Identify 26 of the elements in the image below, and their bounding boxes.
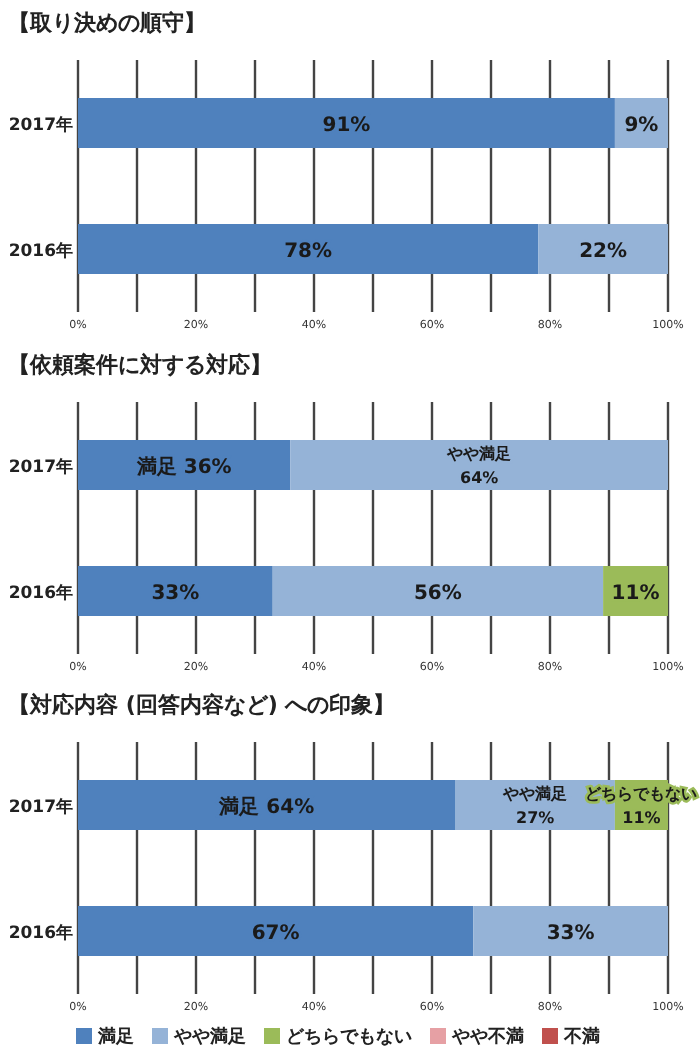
y-tick-label: 2017年 (8, 114, 74, 136)
data-label: 33% (546, 923, 595, 945)
y-tick-label: 2016年 (8, 922, 74, 944)
y-tick-label: 2017年 (8, 456, 74, 478)
legend-label: 満足 (96, 1026, 134, 1048)
chart-title: 【依頼案件に対する対応】 (8, 352, 272, 378)
data-label: 11% (611, 583, 660, 605)
data-label: やや満足 64% (445, 445, 512, 487)
legend-label: 不満 (562, 1026, 600, 1048)
data-label: 満足 64% (217, 795, 315, 819)
y-tick-label: 2017年 (8, 796, 74, 818)
y-tick-label: 2016年 (8, 582, 74, 604)
chart-title: 【対応内容 (回答内容など) への印象】 (8, 692, 396, 718)
data-label: 56% (413, 583, 462, 605)
data-label: 9% (624, 115, 659, 137)
data-label: 78% (284, 241, 333, 263)
data-label: 33% (151, 583, 200, 605)
data-label: 91% (322, 115, 371, 137)
y-tick-label: 2016年 (8, 240, 74, 262)
data-label: 満足 36% (134, 455, 232, 479)
data-label: 22% (579, 241, 628, 263)
chart-title: 【取り決めの順守】 (8, 10, 206, 36)
legend-label: やや満足 (172, 1026, 246, 1048)
data-label: 67% (251, 923, 300, 945)
legend-label: やや不満 (450, 1026, 524, 1048)
data-label: やや満足 27% (501, 785, 568, 827)
